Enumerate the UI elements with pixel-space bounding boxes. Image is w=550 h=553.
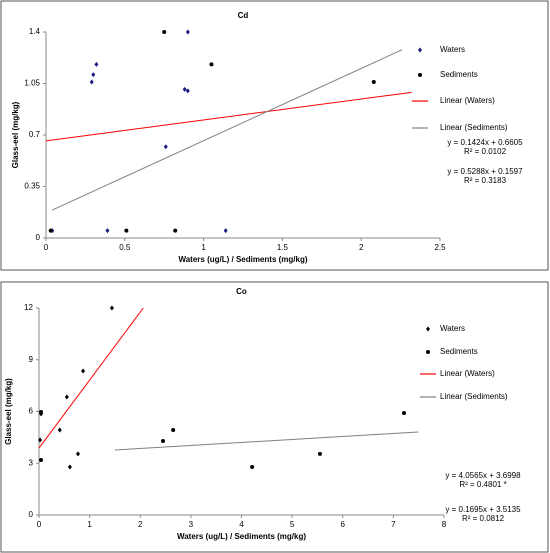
trendline [38,307,144,449]
point [371,80,376,85]
point [64,394,69,400]
y-tick-label: 12 [24,303,33,312]
point [182,86,187,92]
r-squared: R² = 0.0102 [464,147,507,156]
legend-label: Sediments [440,70,478,79]
point [173,228,178,233]
point [91,72,96,78]
x-tick-label: 5 [290,520,295,529]
point [223,228,228,234]
x-tick-label: 3 [189,520,194,529]
point [163,144,168,150]
panel [0,281,549,553]
x-tick-label: 6 [341,520,346,529]
legend-label: Linear (Sediments) [440,392,508,401]
point [109,305,114,311]
point [209,62,214,67]
point [38,437,43,443]
r-squared: R² = 0.3183 [464,176,507,185]
point [185,29,190,35]
trendline [114,431,419,451]
point [402,411,407,416]
x-tick-label: 1 [87,520,92,529]
legend-label: Linear (Sediments) [440,123,508,132]
x-tick-label: 0.5 [119,243,131,252]
y-tick-label: 0.7 [29,130,41,139]
point [161,438,166,443]
x-tick-label: 1 [201,243,206,252]
point [171,427,176,432]
point [75,451,80,457]
y-tick-label: 0.35 [24,182,40,191]
point [39,410,44,415]
point [67,464,72,470]
y-tick-label: 1.4 [29,27,41,36]
y-tick-label: 6 [29,407,34,416]
y-tick-label: 0 [36,233,41,242]
x-tick-label: 2 [359,243,364,252]
point [124,228,129,233]
point [162,30,167,34]
trendline [45,91,412,142]
chart-title: Co [236,287,247,296]
x-tick-label: 0 [44,243,49,252]
point [57,427,62,433]
r-squared: R² = 0.4801 * [459,480,506,489]
x-axis-label: Waters (ug/L) / Sediments (mg/kg) [177,532,306,541]
y-tick-label: 9 [29,355,34,364]
legend-label: Linear (Waters) [440,369,495,378]
point [39,457,44,462]
point [89,79,94,85]
y-tick-label: 1.05 [24,79,40,88]
legend-label: Sediments [440,347,478,356]
y-axis-label: Glass-eel (mg/kg) [4,378,13,445]
y-tick-label: 0 [29,510,34,519]
point [317,451,322,456]
point [94,61,99,67]
trendline [52,49,403,211]
legend-label: Linear (Waters) [440,96,495,105]
point [105,228,110,234]
x-tick-label: 8 [442,520,447,529]
equation: y = 4.0565x + 3.6998 [445,471,521,480]
legend-marker [418,47,422,53]
x-tick-label: 4 [239,520,244,529]
point [250,465,255,470]
x-tick-label: 2 [138,520,143,529]
r-squared: R² = 0.0812 [462,514,505,523]
legend-marker [426,326,430,332]
x-tick-label: 1.5 [277,243,289,252]
y-axis-label: Glass-eel (mg/kg) [11,101,20,168]
legend-marker [426,350,430,354]
chart-title: Cd [238,11,249,20]
legend-label: Waters [440,45,465,54]
point [48,228,53,233]
x-tick-label: 2.5 [434,243,446,252]
equation: y = 0.5288x + 0.1597 [447,167,523,176]
x-axis-label: Waters (ug/L) / Sediments (mg/kg) [178,255,307,264]
point [81,368,86,374]
equation: y = 0.1695x + 3.5135 [445,505,521,514]
x-tick-label: 0 [37,520,42,529]
equation: y = 0.1424x + 0.6605 [447,138,523,147]
legend-marker [418,73,422,77]
x-tick-label: 7 [391,520,396,529]
legend-label: Waters [440,324,465,333]
y-tick-label: 3 [29,458,34,467]
point [185,88,190,94]
panel [0,0,549,271]
